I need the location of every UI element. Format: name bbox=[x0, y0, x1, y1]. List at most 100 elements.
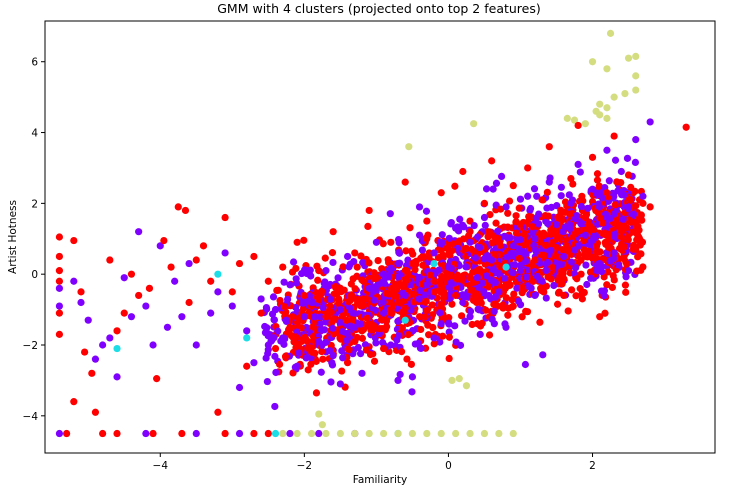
data-point bbox=[315, 410, 323, 418]
data-point bbox=[562, 236, 570, 245]
data-point bbox=[508, 250, 516, 258]
data-point bbox=[466, 313, 474, 321]
data-point bbox=[55, 309, 64, 317]
data-point bbox=[353, 263, 361, 271]
data-point bbox=[387, 238, 395, 246]
data-point bbox=[624, 267, 633, 275]
data-point bbox=[228, 288, 236, 296]
y-tick-label: −4 bbox=[23, 411, 39, 423]
data-point bbox=[425, 253, 433, 261]
data-point bbox=[611, 201, 619, 209]
data-point bbox=[380, 344, 388, 353]
data-point bbox=[70, 398, 78, 406]
data-point bbox=[481, 221, 489, 229]
data-point bbox=[387, 264, 395, 272]
data-point bbox=[435, 266, 443, 274]
data-point bbox=[451, 182, 459, 190]
data-point bbox=[531, 256, 539, 264]
data-point bbox=[622, 288, 630, 296]
data-point bbox=[488, 277, 496, 285]
data-point bbox=[624, 54, 633, 62]
data-point bbox=[458, 312, 466, 320]
data-point bbox=[437, 320, 445, 328]
y-tick-label: 2 bbox=[31, 198, 38, 210]
data-point bbox=[509, 242, 517, 250]
data-point bbox=[430, 259, 438, 268]
data-point bbox=[300, 236, 308, 244]
data-point bbox=[403, 276, 411, 284]
data-point bbox=[55, 267, 64, 275]
data-point bbox=[77, 298, 85, 307]
data-point bbox=[563, 114, 571, 122]
data-point bbox=[336, 380, 344, 388]
data-point bbox=[366, 350, 375, 359]
data-point bbox=[142, 302, 150, 310]
data-point bbox=[542, 266, 550, 275]
data-point bbox=[486, 211, 494, 219]
y-tick-label: 0 bbox=[31, 269, 38, 281]
data-point bbox=[578, 192, 586, 200]
data-point bbox=[525, 212, 533, 221]
data-point bbox=[365, 284, 373, 292]
data-point bbox=[502, 294, 510, 302]
data-point bbox=[271, 344, 280, 353]
data-point bbox=[497, 172, 506, 181]
data-point bbox=[451, 322, 459, 330]
data-point bbox=[156, 242, 164, 250]
data-point bbox=[243, 334, 251, 342]
data-point bbox=[560, 252, 568, 261]
data-point bbox=[394, 259, 402, 268]
data-point bbox=[396, 370, 404, 379]
data-point bbox=[316, 320, 324, 328]
data-point bbox=[492, 219, 500, 227]
data-point bbox=[539, 229, 548, 237]
data-point bbox=[445, 320, 453, 328]
data-point bbox=[581, 231, 589, 239]
data-point bbox=[174, 203, 182, 211]
data-point bbox=[444, 263, 453, 271]
data-point bbox=[576, 285, 584, 293]
data-point bbox=[480, 429, 489, 438]
data-point bbox=[526, 204, 535, 213]
data-point bbox=[453, 244, 462, 252]
data-point bbox=[281, 303, 289, 311]
data-point bbox=[631, 158, 640, 166]
y-axis-ticks: −4 −2 0 2 4 6 bbox=[23, 57, 45, 423]
data-point bbox=[407, 360, 415, 368]
data-point bbox=[294, 340, 302, 349]
data-point bbox=[394, 376, 402, 385]
data-point bbox=[378, 265, 386, 273]
data-point bbox=[596, 100, 604, 108]
data-point bbox=[596, 111, 604, 119]
data-point bbox=[560, 291, 568, 300]
data-point bbox=[312, 357, 320, 365]
data-point bbox=[373, 281, 382, 289]
data-point bbox=[603, 189, 611, 197]
data-point bbox=[482, 306, 490, 314]
data-point bbox=[430, 249, 438, 257]
data-point bbox=[207, 277, 215, 285]
data-point bbox=[630, 210, 638, 218]
data-point bbox=[497, 205, 505, 213]
data-point bbox=[521, 360, 530, 369]
data-point bbox=[307, 348, 316, 356]
data-point bbox=[553, 300, 562, 308]
data-point bbox=[504, 311, 512, 319]
data-point bbox=[181, 206, 190, 215]
data-point bbox=[401, 266, 409, 274]
data-point bbox=[485, 331, 494, 339]
data-point bbox=[632, 72, 640, 80]
data-point bbox=[401, 291, 409, 300]
data-point bbox=[55, 233, 64, 241]
data-point bbox=[488, 256, 496, 264]
x-tick-label: 0 bbox=[445, 460, 452, 472]
data-point bbox=[423, 281, 431, 289]
data-point bbox=[508, 268, 516, 276]
data-point bbox=[343, 359, 352, 367]
data-point bbox=[315, 337, 323, 346]
data-point bbox=[91, 408, 100, 416]
x-tick-label: −4 bbox=[153, 460, 169, 472]
data-point bbox=[438, 231, 446, 239]
data-point bbox=[345, 263, 353, 271]
data-point bbox=[406, 224, 414, 232]
